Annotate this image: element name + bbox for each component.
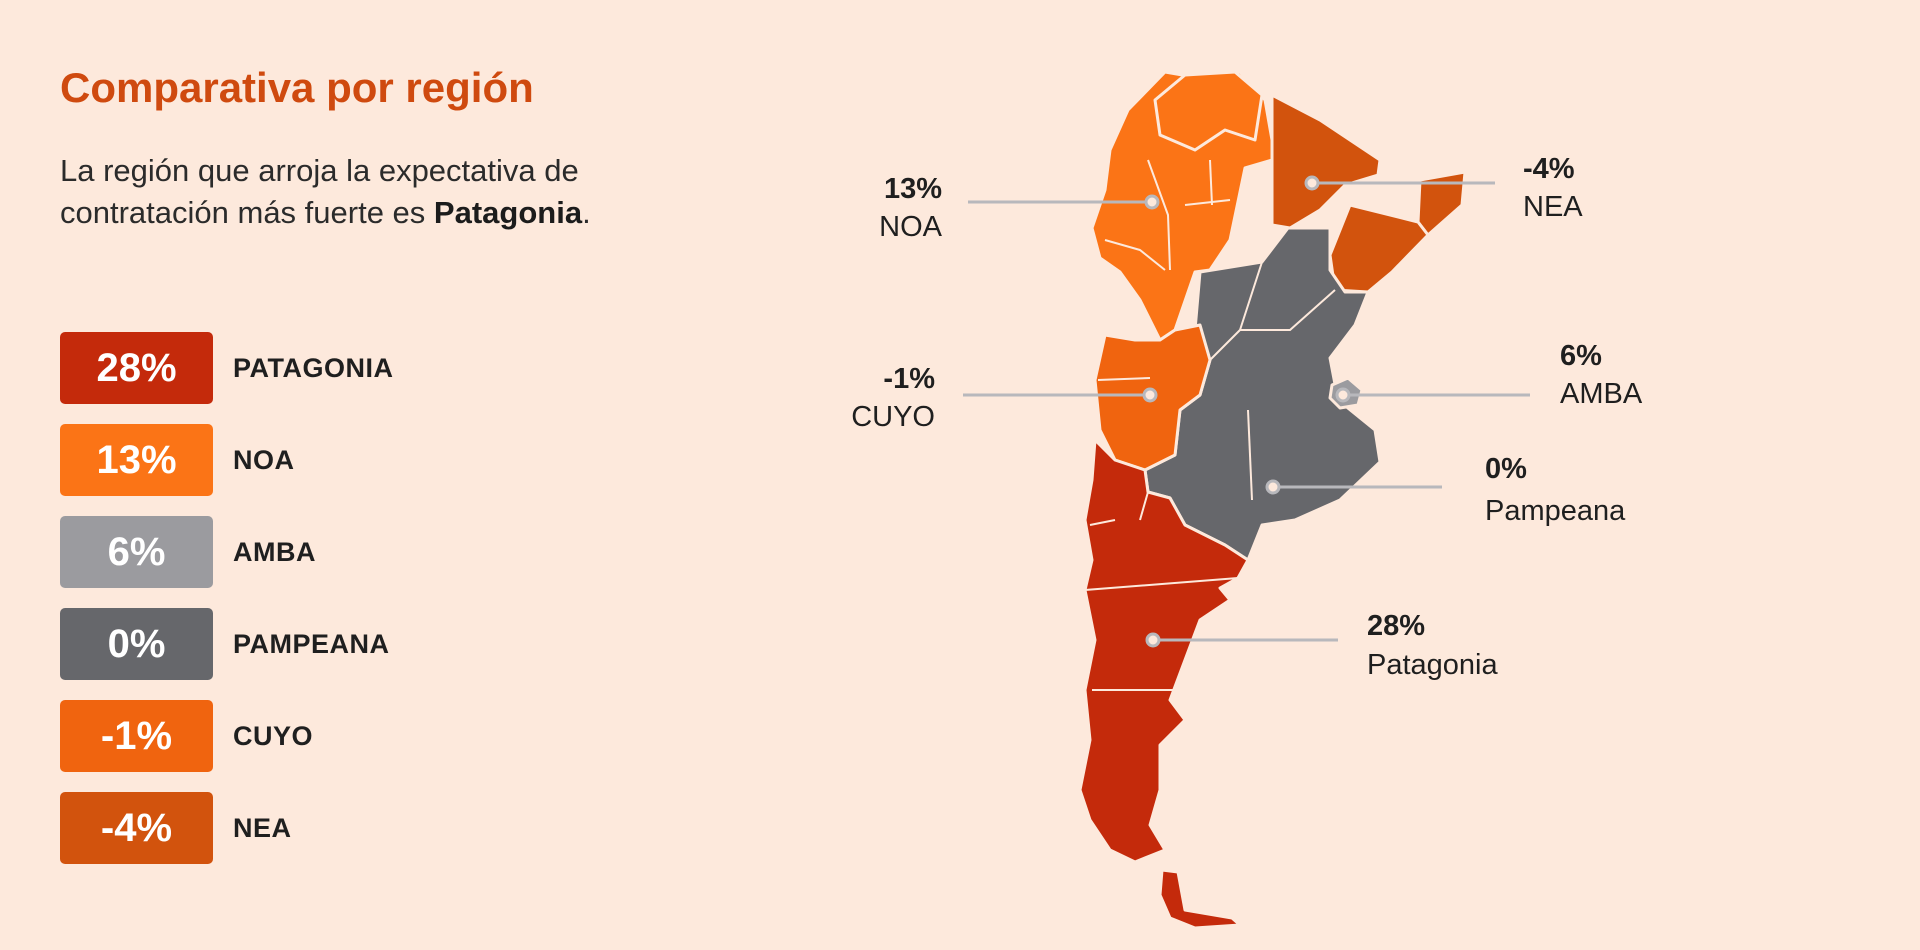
legend-label: NOA <box>233 445 295 475</box>
legend-label: NEA <box>233 813 292 843</box>
callout-name-noa: NOA <box>879 211 943 243</box>
callout-name-amba: AMBA <box>1560 378 1643 410</box>
callout-value-patagonia: 28% <box>1367 610 1425 642</box>
legend-badge: -1% <box>60 700 213 772</box>
map-region-nea-misiones <box>1416 170 1467 237</box>
callout-value-amba: 6% <box>1560 340 1602 372</box>
callout-dot-amba <box>1335 387 1351 403</box>
legend-badge: 6% <box>60 516 213 588</box>
callout-dot-nea <box>1304 175 1320 191</box>
legend-label: PAMPEANA <box>233 629 390 659</box>
legend-label: AMBA <box>233 537 316 567</box>
legend-label: CUYO <box>233 721 314 751</box>
legend-badge: 13% <box>60 424 213 496</box>
callout-value-noa: 13% <box>884 173 942 205</box>
page-title: Comparativa por región <box>60 64 534 111</box>
callout-value-pampeana: 0% <box>1485 453 1527 485</box>
intro-highlight: Patagonia <box>433 195 583 230</box>
callout-dot-pampeana <box>1265 479 1281 495</box>
legend-badge: -4% <box>60 792 213 864</box>
map-region-noa <box>1090 70 1274 342</box>
map-region-patagonia <box>1078 438 1250 864</box>
intro-text: La región que arroja la expectativa de c… <box>60 150 620 234</box>
callout-name-patagonia: Patagonia <box>1367 649 1498 681</box>
callout-name-pampeana: Pampeana <box>1485 495 1626 527</box>
callout-value-cuyo: -1% <box>883 363 935 395</box>
map-region-noa-north <box>1153 70 1264 152</box>
callout-value-nea: -4% <box>1523 153 1575 185</box>
legend-badge: 0% <box>60 608 213 680</box>
callout-dot-patagonia <box>1145 632 1161 648</box>
legend-badge: 28% <box>60 332 213 404</box>
map-region-patagonia-tdf <box>1158 868 1242 930</box>
legend-label: PATAGONIA <box>233 353 394 383</box>
callout-dot-noa <box>1144 194 1160 210</box>
callout-name-nea: NEA <box>1523 191 1583 223</box>
intro-main: La región que arroja la expectativa de c… <box>60 153 579 230</box>
map-region-nea <box>1270 93 1382 230</box>
callout-dot-cuyo <box>1142 387 1158 403</box>
map-region-nea-corrientes <box>1328 203 1430 294</box>
intro-end: . <box>582 195 591 230</box>
callout-name-cuyo: CUYO <box>851 401 935 433</box>
